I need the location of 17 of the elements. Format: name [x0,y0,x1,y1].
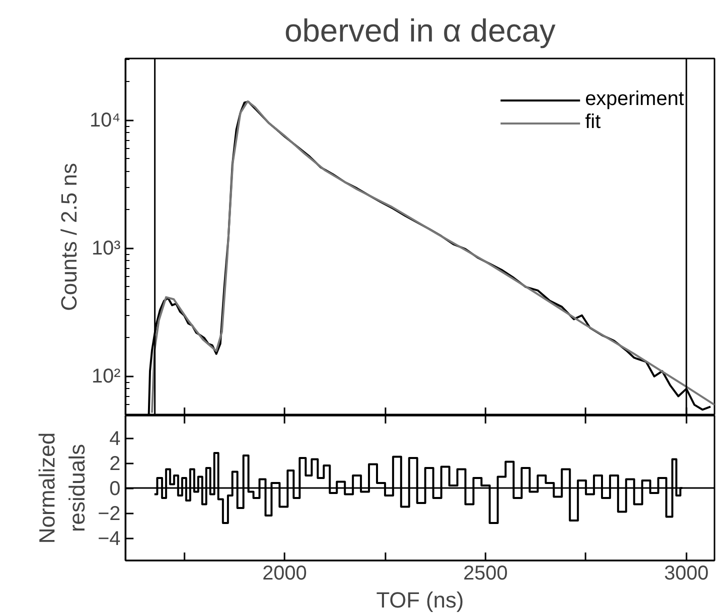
x-tick-label: 3000 [664,562,709,584]
x-axis-title: TOF (ns) [376,588,464,612]
x-tick-label: 2500 [463,562,508,584]
legend-label: experiment [585,88,684,111]
y-tick-label: −2 [98,503,121,525]
y-tick-label: −4 [98,528,121,550]
y-tick-label: 10³ [92,237,121,260]
y-tick-label: 10⁴ [90,109,121,132]
legend-label: fit [585,111,602,134]
chart-title: oberved in α decay [284,12,556,48]
y-tick-label: 0 [109,478,120,500]
y-axis-title: Normalized residuals [34,432,90,544]
x-tick-label: 2000 [262,562,307,584]
y-tick-label: 2 [109,453,120,475]
y-tick-label: 10² [92,365,121,388]
y-tick-label: 4 [109,428,120,450]
y-axis-title: Counts / 2.5 ns [56,163,82,311]
